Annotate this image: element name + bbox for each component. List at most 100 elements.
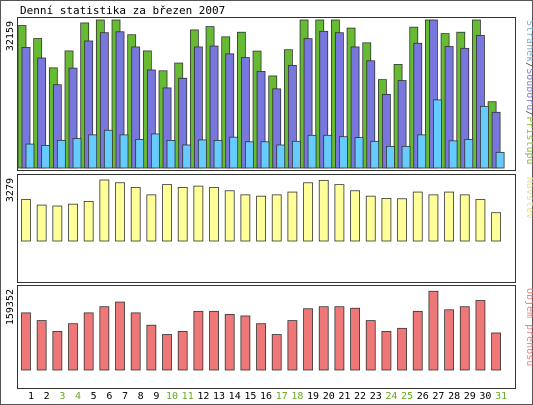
x-tick-label-27: 27 (432, 391, 444, 402)
bar-visits-Návštěv-24 (381, 197, 392, 242)
bar-hits-Stránek-6 (103, 129, 113, 169)
bar-visits-Návštěv-5 (83, 200, 94, 242)
x-tick-label-21: 21 (338, 391, 350, 402)
bar-traffic-Objem přenosu-23 (365, 320, 376, 371)
bar-hits-Stránek-18 (291, 140, 301, 169)
bar-visits-Návštěv-10 (162, 184, 172, 242)
bar-traffic-Objem přenosu-20 (318, 306, 329, 371)
x-tick-label-30: 30 (479, 391, 491, 402)
x-tick-label-24: 24 (385, 391, 397, 402)
bar-hits-Stránek-15 (244, 141, 254, 169)
bar-visits-Návštěv-20 (318, 179, 329, 242)
bar-visits-Návštěv-29 (459, 194, 470, 242)
bar-hits-Stránek-5 (88, 134, 98, 169)
x-tick-label-14: 14 (229, 391, 241, 402)
bar-hits-Stránek-17 (276, 144, 286, 169)
bar-visits-Návštěv-2 (36, 204, 47, 242)
bar-visits-Návštěv-14 (224, 190, 235, 242)
bar-hits-Stránek-23 (370, 140, 380, 169)
bar-traffic-Objem přenosu-21 (334, 306, 345, 371)
bar-hits-Stránek-21 (338, 136, 348, 169)
legend-item-hits-3: / (524, 110, 533, 116)
bar-hits-Stránek-22 (354, 137, 364, 169)
y-max-label-traffic: 159352 (5, 289, 16, 325)
bar-visits-Návštěv-26 (412, 191, 423, 242)
legend-hits: Stránek/Souborů/Přístupů (524, 20, 533, 165)
bar-visits-Návštěv-9 (146, 194, 157, 242)
chart-title: Denní statistika za březen 2007 (20, 4, 225, 17)
bar-hits-Stránek-28 (448, 140, 458, 169)
bar-visits-Návštěv-11 (177, 187, 188, 242)
bar-visits-Návštěv-19 (303, 182, 313, 242)
bar-traffic-Objem přenosu-4 (68, 323, 78, 371)
bar-visits-Návštěv-16 (256, 195, 266, 242)
legend-visits: Návštěv (524, 177, 533, 219)
bar-traffic-Objem přenosu-24 (381, 331, 392, 371)
bar-traffic-Objem přenosu-5 (83, 312, 94, 371)
bar-hits-Stránek-12 (197, 139, 207, 169)
bar-hits-Stránek-31 (495, 151, 505, 169)
x-tick-label-8: 8 (138, 391, 144, 402)
bar-visits-Návštěv-3 (52, 205, 63, 242)
bar-hits-Stránek-7 (119, 134, 129, 169)
legend-item-traffic-0: Objem přenosu (524, 288, 533, 366)
bar-hits-Stránek-9 (150, 133, 160, 169)
x-tick-label-6: 6 (106, 391, 112, 402)
legend-item-hits-1: / (524, 62, 533, 68)
y-max-label-visits: 3279 (5, 178, 16, 202)
x-tick-label-17: 17 (276, 391, 288, 402)
bar-visits-Návštěv-8 (130, 187, 141, 242)
bar-traffic-Objem přenosu-11 (177, 331, 188, 371)
x-tick-label-15: 15 (244, 391, 256, 402)
legend-item-hits-0: Stránek (524, 20, 533, 62)
bar-traffic-Objem přenosu-3 (52, 331, 63, 371)
bar-hits-Stránek-3 (56, 139, 66, 169)
x-tick-label-1: 1 (28, 391, 34, 402)
bar-traffic-Objem přenosu-31 (491, 332, 502, 371)
y-max-label-hits: 32159 (5, 21, 16, 51)
x-tick-label-10: 10 (166, 391, 178, 402)
bar-visits-Návštěv-22 (350, 190, 360, 242)
bar-traffic-Objem přenosu-17 (271, 334, 282, 371)
x-tick-label-7: 7 (122, 391, 128, 402)
legend-traffic: Objem přenosu (524, 288, 533, 366)
bar-visits-Návštěv-15 (240, 194, 251, 242)
x-tick-label-5: 5 (91, 391, 97, 402)
panel-traffic: 159352 Objem přenosu (5, 285, 533, 389)
bar-traffic-Objem přenosu-14 (224, 314, 235, 371)
bar-visits-Návštěv-6 (99, 179, 110, 242)
bar-hits-Stránek-26 (417, 134, 427, 169)
x-tick-label-25: 25 (401, 391, 413, 402)
bar-traffic-Objem přenosu-8 (130, 312, 141, 371)
bar-hits-Stránek-29 (464, 139, 474, 169)
x-tick-label-2: 2 (44, 391, 50, 402)
chart-panels: 32159 Stránek/Souborů/Přístupů 3279 Návštěv… (5, 17, 533, 389)
bar-hits-Stránek-8 (135, 139, 145, 169)
bar-hits-Stránek-27 (433, 99, 442, 169)
x-tick-label-12: 12 (197, 391, 209, 402)
x-tick-label-4: 4 (75, 391, 81, 402)
bar-hits-Stránek-19 (307, 134, 317, 169)
bar-traffic-Objem přenosu-12 (193, 310, 204, 371)
bar-traffic-Objem přenosu-2 (36, 320, 47, 371)
x-tick-label-26: 26 (417, 391, 429, 402)
bar-traffic-Objem přenosu-28 (444, 309, 454, 371)
bar-visits-Návštěv-27 (428, 194, 439, 242)
bar-traffic-Objem přenosu-6 (99, 306, 110, 371)
bar-traffic-Objem přenosu-27 (428, 290, 439, 371)
x-tick-label-31: 31 (495, 391, 507, 402)
x-axis-day-labels: 1 2 3 4 5 6 7 8 9 10 11 12 13 14 15 16 17 18 19 20 21 22 23 24 2… (28, 391, 507, 402)
panel-visits: 3279 Návštěv (5, 174, 533, 283)
bar-traffic-Objem přenosu-25 (397, 327, 407, 371)
x-tick-label-22: 22 (354, 391, 366, 402)
x-tick-label-28: 28 (448, 391, 460, 402)
x-tick-label-20: 20 (323, 391, 335, 402)
x-tick-label-29: 29 (464, 391, 476, 402)
bar-traffic-Objem přenosu-26 (412, 310, 423, 371)
bar-hits-Stránek-2 (41, 145, 51, 169)
bar-hits-Stránek-20 (323, 134, 333, 169)
bar-hits-Stránek-25 (401, 145, 411, 169)
legend-item-hits-4: Přístupů (524, 116, 533, 164)
bar-visits-Návštěv-23 (365, 195, 376, 242)
